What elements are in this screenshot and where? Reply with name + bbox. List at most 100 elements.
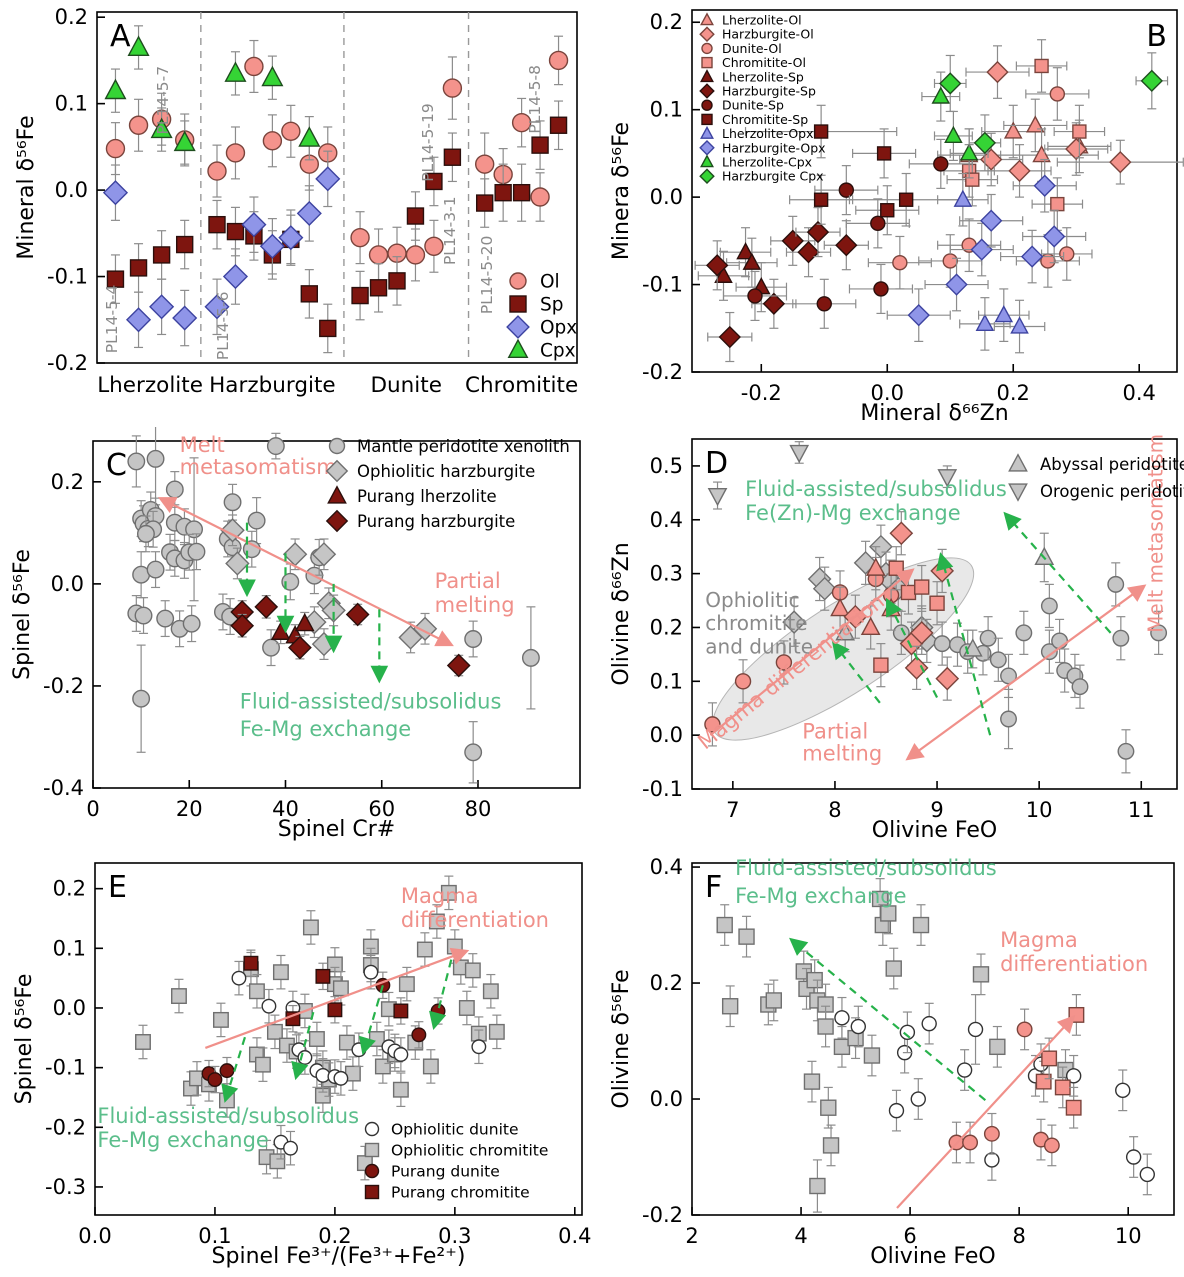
point-chromitite-ol bbox=[900, 584, 917, 601]
legend-label: Orogenic peridotite bbox=[1040, 482, 1184, 501]
annotation: PL14-5-20 bbox=[478, 236, 496, 314]
point-ol bbox=[511, 112, 532, 133]
point-mantle-peridotite-xenolith bbox=[182, 614, 201, 633]
point-harzburgite-ol bbox=[904, 655, 929, 680]
point-ophiolitic-chromitite bbox=[721, 998, 739, 1015]
legend-label: Ophiolitic harzburgite bbox=[357, 462, 535, 481]
y-tick-label: -0.2 bbox=[47, 351, 88, 375]
legend-label: Harzburgite-Sp bbox=[722, 84, 816, 99]
point-dunite-sp bbox=[873, 281, 889, 297]
x-tick-label: 8 bbox=[828, 798, 841, 822]
legend-label: Lherzolite-Sp bbox=[722, 69, 804, 84]
point-mantle-peridotite-xenolith bbox=[266, 437, 285, 456]
point-ophiolitic-chromitite bbox=[765, 992, 782, 1009]
arrow-head bbox=[276, 615, 295, 634]
point-ol bbox=[442, 78, 463, 98]
annotation: melting bbox=[802, 741, 882, 765]
point-harzburgite-opx bbox=[907, 303, 930, 327]
point-ophiolitic-chromitite bbox=[422, 1058, 439, 1075]
y-tick-label: 0.2 bbox=[650, 971, 683, 995]
arrow-head bbox=[1056, 1014, 1076, 1034]
annotation: differentiation bbox=[401, 908, 549, 932]
point-harzburgite-ol bbox=[1008, 159, 1031, 183]
series-ophiolitic-harzburgite bbox=[220, 514, 438, 661]
point-ophiolitic-chromitite bbox=[135, 1034, 151, 1050]
point-purang-dunite-ol bbox=[983, 1125, 1000, 1142]
series-harzburgite-ol bbox=[959, 45, 1184, 198]
point-chromitite-sp bbox=[898, 192, 914, 207]
x-tick-label: 60 bbox=[368, 797, 395, 821]
y-tick-label: -0.2 bbox=[642, 360, 683, 384]
point-chromitite-sp bbox=[813, 124, 829, 139]
point-ophiolitic-dunite bbox=[1139, 1166, 1155, 1183]
y-tick-label: 0.0 bbox=[650, 723, 683, 747]
point-orogenic-peridotite-dunite bbox=[1040, 597, 1058, 615]
point-harzburgite-opx bbox=[1033, 174, 1056, 197]
point-chromitite-ol bbox=[914, 579, 930, 595]
arrow-head bbox=[221, 1083, 239, 1103]
point-ophiolitic-harzburgite bbox=[321, 598, 346, 623]
legend-marker bbox=[701, 99, 713, 111]
legend-label: Lherzolite-Opx bbox=[722, 126, 814, 141]
point-dunite-ol bbox=[775, 654, 793, 671]
point-sp bbox=[208, 215, 226, 234]
point-opx bbox=[102, 180, 129, 206]
point-sp bbox=[129, 259, 148, 277]
point-sp bbox=[425, 172, 443, 191]
point-ol bbox=[405, 245, 426, 265]
y-tick-label: 0.4 bbox=[650, 855, 683, 879]
point-ophiolitic-dunite bbox=[231, 970, 247, 986]
category-label-lherzolite: Lherzolite bbox=[97, 373, 203, 398]
trend-arrow bbox=[297, 1011, 315, 1069]
point-sp bbox=[351, 286, 369, 305]
point-orogenic-peridotite-dunite bbox=[1015, 624, 1033, 642]
point-ol bbox=[281, 121, 301, 142]
point-dunite-sp bbox=[838, 182, 855, 198]
annotation: Melt metasomatism bbox=[1144, 434, 1168, 633]
annotation: Magma bbox=[401, 884, 479, 908]
arrow-head bbox=[789, 937, 809, 956]
point-ophiolitic-chromitite bbox=[482, 983, 499, 1000]
point-ophiolitic-dunite bbox=[967, 1021, 984, 1038]
point-ol bbox=[262, 131, 283, 151]
y-tick-label: -0.2 bbox=[642, 1203, 683, 1227]
x-tick-label: 20 bbox=[176, 797, 203, 821]
annotation: Fluid-assisted/subsolidus bbox=[735, 856, 997, 880]
category-label-chromitite: Chromitite bbox=[465, 373, 578, 398]
y-axis-label: Spinel δ⁵⁶Fe bbox=[10, 549, 35, 680]
point-chromitite-sp bbox=[880, 203, 895, 218]
annotation: Fe-Mg exchange bbox=[240, 717, 411, 741]
legend-label: Ophiolitic dunite bbox=[391, 1121, 519, 1139]
point-chromitite-sp bbox=[813, 192, 829, 207]
x-axis-label: Olivine FeO bbox=[872, 818, 997, 843]
legend-marker bbox=[364, 1142, 380, 1158]
point-harzburgite-ol bbox=[909, 620, 934, 645]
y-tick-label: -0.1 bbox=[47, 265, 88, 289]
legend-label: Purang chromitite bbox=[391, 1184, 530, 1202]
point-orogenic-peridotite-dunite bbox=[1051, 632, 1069, 650]
point-ophiolitic-chromitite bbox=[458, 1000, 475, 1016]
y-axis-label: Spinel δ⁵⁶Fe bbox=[12, 974, 37, 1105]
arrow-head bbox=[434, 630, 454, 647]
point-opx bbox=[296, 200, 322, 226]
legend-marker bbox=[506, 315, 530, 339]
point-harzburgite-ol bbox=[986, 60, 1009, 84]
arrow-head bbox=[831, 640, 850, 661]
point-ophiolitic-dunite bbox=[850, 1018, 867, 1035]
point-harzburgite-opx bbox=[1042, 225, 1066, 248]
annotation: Melt bbox=[180, 433, 225, 457]
x-axis-label: Mineral δ⁶⁶Zn bbox=[860, 401, 1008, 426]
y-tick-label: 0.4 bbox=[650, 508, 683, 532]
annotation: Fe-Mg exchange bbox=[735, 884, 906, 908]
point-ophiolitic-chromitite bbox=[833, 1038, 851, 1056]
point-sp bbox=[175, 235, 194, 254]
point-harzburgite-cpx bbox=[1140, 69, 1163, 93]
annotation: melting bbox=[435, 593, 515, 617]
point-ophiolitic-chromitite bbox=[266, 1023, 283, 1040]
point-opx bbox=[278, 225, 304, 251]
x-tick-label: 11 bbox=[1128, 798, 1155, 822]
legend-label: Purang lherzolite bbox=[357, 487, 497, 506]
y-tick-label: 0.1 bbox=[650, 98, 683, 122]
point-purang-dunite-ol bbox=[1016, 1021, 1033, 1038]
x-tick-label: 2 bbox=[685, 1224, 698, 1248]
